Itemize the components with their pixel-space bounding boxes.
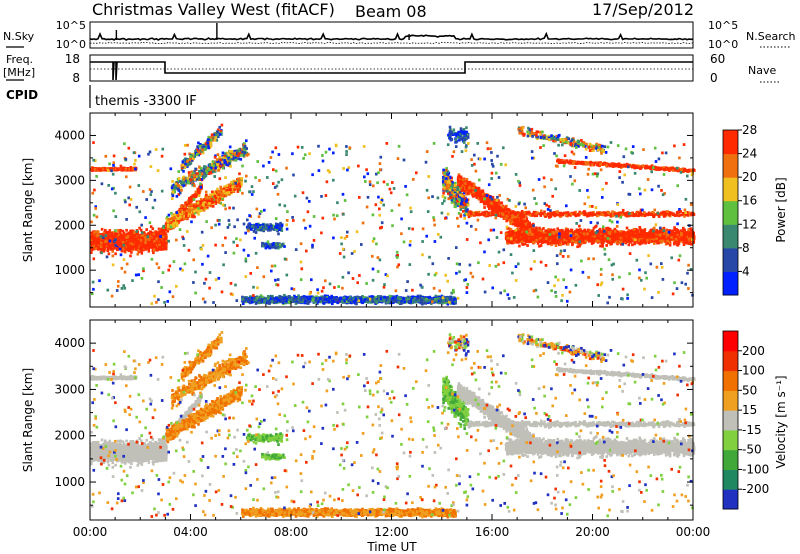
- power-cell: [141, 245, 144, 248]
- power-cell: [93, 231, 96, 234]
- power-cell: [97, 240, 100, 243]
- power-cell: [108, 234, 111, 237]
- power-cell: [121, 238, 124, 241]
- power-panel: 1000200030004000 Slant Range [km] 481216…: [21, 113, 788, 307]
- power-cell: [101, 228, 104, 231]
- radar-figure: Christmas Valley West (fitACF) Beam 08 1…: [0, 0, 800, 554]
- power-cell: [165, 246, 168, 249]
- nsky-trace: [90, 34, 693, 40]
- beam-label: Beam 08: [355, 2, 427, 21]
- power-cell: [126, 243, 129, 246]
- radar-title: Christmas Valley West (fitACF): [92, 0, 335, 19]
- power-cell: [116, 241, 119, 244]
- power-cell: [144, 241, 147, 244]
- power-cell: [114, 252, 117, 255]
- power-cell: [134, 243, 137, 246]
- power-cell: [111, 232, 114, 235]
- power-cell: [141, 252, 144, 255]
- power-cell: [119, 240, 122, 243]
- power-cell: [133, 237, 136, 240]
- noise-panel: N.Sky 10^5 10^0 10^5 10^0 N.Search: [3, 19, 796, 51]
- nave-tick-bottom: 0: [710, 71, 718, 85]
- nsky-label: N.Sky: [3, 30, 35, 43]
- power-cell: [117, 229, 120, 232]
- power-cell: [123, 250, 126, 253]
- power-cell: [125, 229, 128, 232]
- power-cell: [106, 249, 109, 252]
- nave-tick-top: 60: [710, 52, 725, 66]
- power-cell: [148, 244, 151, 247]
- power-cell: [145, 228, 148, 231]
- freq-tick-bottom: 8: [72, 71, 80, 85]
- power-cell: [92, 235, 95, 238]
- power-cell: [96, 234, 99, 237]
- power-cell: [129, 238, 132, 241]
- power-cell: [94, 241, 97, 244]
- power-cell: [165, 236, 168, 239]
- power-cell: [137, 236, 140, 239]
- power-cell: [137, 241, 140, 244]
- power-cell: [92, 243, 95, 246]
- power-cell: [130, 230, 133, 233]
- power-cell: [135, 248, 138, 251]
- date-label: 17/Sep/2012: [592, 0, 694, 19]
- freq-tick-top: 18: [65, 52, 80, 66]
- power-cell: [128, 249, 131, 252]
- power-cell: [129, 244, 132, 247]
- nsky-tick-bottom: 10^0: [56, 38, 86, 51]
- nsearch-tick-bottom: 10^0: [708, 38, 738, 51]
- power-cell: [112, 255, 115, 258]
- power-cell: [104, 229, 107, 232]
- power-cell: [119, 229, 122, 232]
- power-cell: [140, 239, 143, 242]
- power-cell: [104, 240, 107, 243]
- power-cell: [111, 243, 114, 246]
- power-cell: [144, 236, 147, 239]
- power-cell: [111, 250, 114, 253]
- freq-trace: [90, 62, 693, 80]
- power-cell: [153, 249, 156, 252]
- power-cell: [159, 246, 162, 249]
- nsky-tick-top: 10^5: [56, 19, 86, 32]
- power-cell: [91, 232, 94, 235]
- power-cell: [148, 238, 151, 241]
- power-cell: [140, 249, 143, 252]
- nsearch-label: N.Search: [746, 30, 796, 43]
- power-cell: [130, 232, 133, 235]
- power-cell: [123, 232, 126, 235]
- power-cell: [130, 251, 133, 254]
- power-cell: [100, 242, 103, 245]
- power-cell: [137, 253, 140, 256]
- power-cell: [129, 255, 132, 258]
- freq-panel: Freq. [MHz] 18 8 60 0 Nave: [3, 52, 780, 85]
- power-cell: [133, 231, 136, 234]
- power-cell: [125, 236, 128, 239]
- power-cell: [112, 236, 115, 239]
- power-cell: [109, 229, 112, 232]
- freq-unit-label: [MHz]: [3, 66, 35, 79]
- nsearch-trace: [90, 42, 693, 44]
- nave-label: Nave: [748, 64, 776, 77]
- power-cell: [147, 247, 150, 250]
- nsearch-tick-top: 10^5: [708, 19, 738, 32]
- cpid-label: CPID: [6, 88, 38, 102]
- power-cell: [108, 252, 111, 255]
- cpid-text: themis -3300 IF: [95, 94, 197, 109]
- power-cell: [102, 234, 105, 237]
- power-cell: [162, 242, 165, 245]
- freq-label: Freq.: [6, 53, 33, 66]
- power-cell: [141, 234, 144, 237]
- power-cell: [97, 248, 100, 251]
- power-cell: [97, 230, 100, 233]
